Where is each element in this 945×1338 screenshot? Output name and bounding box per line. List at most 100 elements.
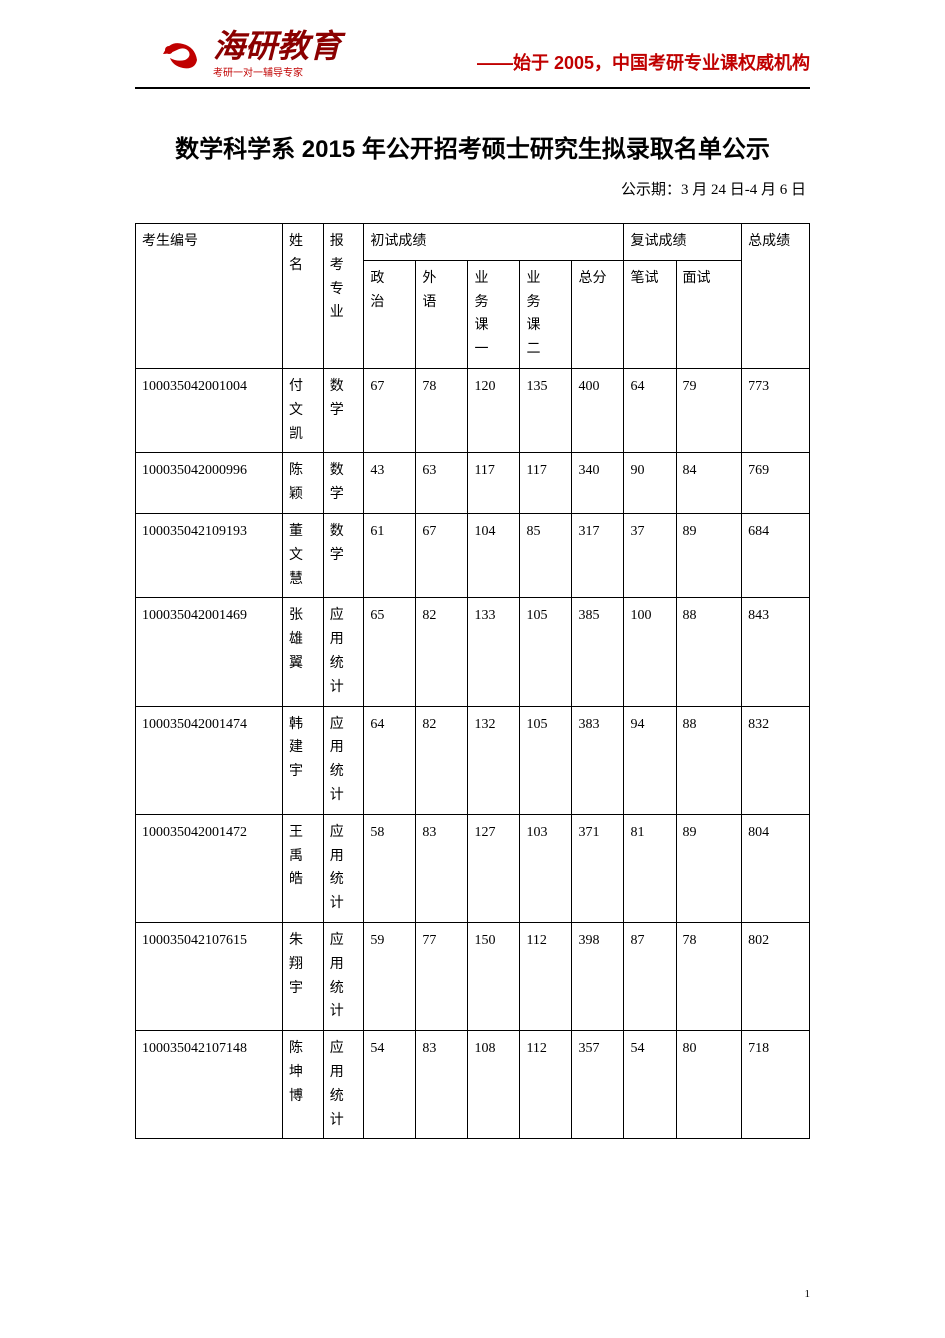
cell-course2: 105 [520,706,572,814]
cell-written: 94 [624,706,676,814]
cell-interview: 88 [676,598,742,706]
cell-final: 718 [742,1031,810,1139]
cell-politics: 61 [364,513,416,597]
col-final: 总成绩 [742,224,810,369]
cell-final: 684 [742,513,810,597]
cell-course2: 103 [520,814,572,922]
col-politics: 政治 [364,260,416,368]
col-subtotal: 总分 [572,260,624,368]
cell-written: 37 [624,513,676,597]
col-foreign: 外语 [416,260,468,368]
table-row: 100035042109193董文慧数学6167104853173789684 [136,513,810,597]
cell-interview: 78 [676,922,742,1030]
col-major: 报考专业 [323,224,364,369]
cell-subtotal: 317 [572,513,624,597]
cell-major: 应用统计 [323,1031,364,1139]
cell-foreign: 78 [416,368,468,452]
cell-id: 100035042001472 [136,814,283,922]
cell-politics: 67 [364,368,416,452]
table-row: 100035042001004付文凯数学67781201354006479773 [136,368,810,452]
cell-id: 100035042109193 [136,513,283,597]
cell-foreign: 82 [416,598,468,706]
table-row: 100035042001469张雄翼应用统计658213310538510088… [136,598,810,706]
table-row: 100035042000996陈颖数学43631171173409084769 [136,453,810,514]
page-title: 数学科学系 2015 年公开招考硕士研究生拟录取名单公示 [135,129,810,164]
page-number: 1 [805,1288,811,1300]
cell-major: 数学 [323,513,364,597]
table-row: 100035042001474韩建宇应用统计648213210538394888… [136,706,810,814]
logo-text: 海研教育 考研一对一辅导专家 [213,30,341,79]
cell-foreign: 67 [416,513,468,597]
cell-interview: 88 [676,706,742,814]
table-row: 100035042107615朱翔宇应用统计597715011239887788… [136,922,810,1030]
cell-name: 张雄翼 [283,598,324,706]
cell-course2: 85 [520,513,572,597]
col-name: 姓名 [283,224,324,369]
col-course2: 业务课二 [520,260,572,368]
cell-interview: 89 [676,513,742,597]
cell-politics: 59 [364,922,416,1030]
cell-subtotal: 385 [572,598,624,706]
cell-course1: 117 [468,453,520,514]
cell-interview: 84 [676,453,742,514]
table-row: 100035042107148陈坤博应用统计548310811235754807… [136,1031,810,1139]
cell-id: 100035042001469 [136,598,283,706]
cell-final: 843 [742,598,810,706]
cell-subtotal: 340 [572,453,624,514]
cell-subtotal: 398 [572,922,624,1030]
cell-major: 应用统计 [323,814,364,922]
cell-course2: 105 [520,598,572,706]
cell-politics: 54 [364,1031,416,1139]
header-right-text: ——始于 2005，中国考研专业课权威机构 [477,49,810,79]
cell-course1: 120 [468,368,520,452]
table-row: 100035042001472王禹皓应用统计588312710337181898… [136,814,810,922]
table-body: 100035042001004付文凯数学67781201354006479773… [136,368,810,1138]
cell-id: 100035042000996 [136,453,283,514]
cell-written: 100 [624,598,676,706]
cell-written: 64 [624,368,676,452]
cell-written: 90 [624,453,676,514]
cell-id: 100035042001474 [136,706,283,814]
cell-politics: 64 [364,706,416,814]
cell-interview: 80 [676,1031,742,1139]
cell-major: 应用统计 [323,922,364,1030]
cell-major: 应用统计 [323,706,364,814]
cell-major: 应用统计 [323,598,364,706]
logo-icon [155,32,205,77]
cell-subtotal: 357 [572,1031,624,1139]
col-interview: 面试 [676,260,742,368]
cell-course2: 112 [520,922,572,1030]
cell-final: 769 [742,453,810,514]
cell-written: 87 [624,922,676,1030]
cell-course2: 117 [520,453,572,514]
admission-table: 考生编号 姓名 报考专业 初试成绩 复试成绩 总成绩 政治 外语 业务课一 业务… [135,223,810,1139]
col-course1: 业务课一 [468,260,520,368]
cell-foreign: 83 [416,814,468,922]
cell-major: 数学 [323,453,364,514]
cell-politics: 43 [364,453,416,514]
col-retest-group: 复试成绩 [624,224,742,261]
cell-course1: 108 [468,1031,520,1139]
cell-foreign: 83 [416,1031,468,1139]
col-prelim-group: 初试成绩 [364,224,624,261]
cell-course1: 133 [468,598,520,706]
cell-id: 100035042107615 [136,922,283,1030]
cell-name: 付文凯 [283,368,324,452]
cell-foreign: 82 [416,706,468,814]
cell-subtotal: 400 [572,368,624,452]
cell-name: 董文慧 [283,513,324,597]
cell-name: 韩建宇 [283,706,324,814]
cell-course1: 132 [468,706,520,814]
cell-politics: 65 [364,598,416,706]
cell-course1: 150 [468,922,520,1030]
cell-name: 陈坤博 [283,1031,324,1139]
cell-id: 100035042001004 [136,368,283,452]
cell-foreign: 63 [416,453,468,514]
cell-id: 100035042107148 [136,1031,283,1139]
cell-foreign: 77 [416,922,468,1030]
cell-final: 773 [742,368,810,452]
logo-sub-text: 考研一对一辅导专家 [213,64,341,79]
content-area: 数学科学系 2015 年公开招考硕士研究生拟录取名单公示 公示期：3 月 24 … [0,89,945,1139]
logo-main-text: 海研教育 [213,30,341,62]
cell-final: 802 [742,922,810,1030]
